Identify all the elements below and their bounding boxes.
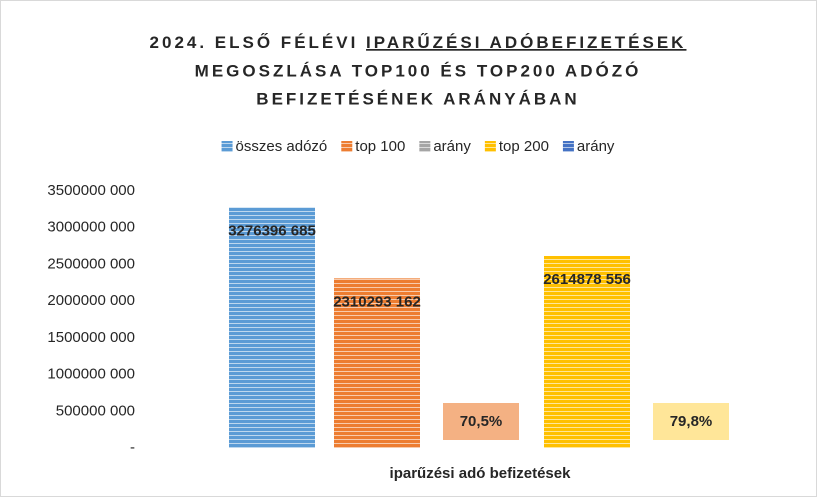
legend-label: arány bbox=[577, 138, 615, 155]
legend-swatch bbox=[484, 141, 496, 152]
chart-title: BEFIZETÉSÉNEK ARÁNYÁBAN bbox=[256, 89, 579, 108]
y-tick-label: 500000 000 bbox=[56, 402, 135, 419]
data-label: 3276396 685 bbox=[228, 222, 316, 239]
y-tick-label: 3500000 000 bbox=[47, 182, 135, 199]
legend-label: top 100 bbox=[355, 138, 405, 155]
y-tick-label: 1500000 000 bbox=[47, 329, 135, 346]
y-tick-label: - bbox=[130, 439, 135, 456]
legend-label: összes adózó bbox=[236, 138, 328, 155]
data-label-box bbox=[443, 403, 519, 440]
data-label: 79,8% bbox=[670, 413, 713, 430]
data-label: 2614878 556 bbox=[543, 271, 631, 288]
y-tick-label: 2000000 000 bbox=[47, 292, 135, 309]
data-label-box bbox=[653, 403, 729, 440]
chart-title: 2024. ELSŐ FÉLÉVI IPARŰZÉSI ADÓBEFIZETÉS… bbox=[150, 33, 687, 52]
title-part: IPARŰZÉSI ADÓBEFIZETÉSEK bbox=[366, 33, 686, 52]
legend-label: top 200 bbox=[499, 138, 549, 155]
legend-label: arány bbox=[433, 138, 471, 155]
chart-title: MEGOSZLÁSA TOP100 ÉS TOP200 ADÓZÓ bbox=[195, 61, 642, 80]
bar bbox=[229, 207, 315, 448]
y-tick-label: 2500000 000 bbox=[47, 255, 135, 272]
y-tick-label: 3000000 000 bbox=[47, 219, 135, 236]
legend-swatch bbox=[419, 141, 431, 152]
bar bbox=[334, 278, 420, 448]
x-tick-label: iparűzési adó befizetések bbox=[390, 465, 572, 482]
legend-swatch bbox=[562, 141, 574, 152]
title-part: 2024. ELSŐ FÉLÉVI bbox=[150, 33, 359, 52]
y-tick-label: 1000000 000 bbox=[47, 366, 135, 383]
bar bbox=[544, 255, 630, 448]
legend-swatch bbox=[221, 141, 233, 152]
legend-swatch bbox=[341, 141, 353, 152]
data-label: 70,5% bbox=[460, 413, 503, 430]
data-label: 2310293 162 bbox=[333, 293, 421, 310]
